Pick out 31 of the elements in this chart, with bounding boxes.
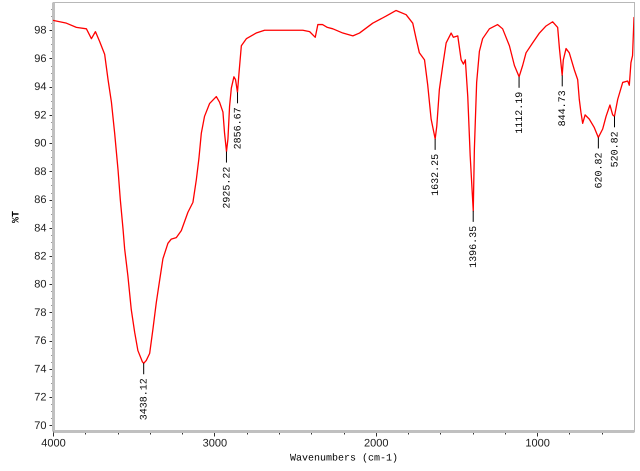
y-tick-label: 96 bbox=[34, 52, 46, 65]
y-tick-label: 98 bbox=[34, 24, 46, 37]
annotation: 1112.19 bbox=[515, 92, 526, 134]
x-tick-label: 2000 bbox=[364, 438, 389, 450]
y-tick-label: 80 bbox=[34, 278, 46, 291]
y-tick-label: 74 bbox=[34, 363, 46, 376]
y-tick-label: 76 bbox=[34, 335, 46, 348]
line-series bbox=[53, 10, 634, 364]
x-tick-label: 1000 bbox=[525, 438, 550, 450]
annotation: 1396.35 bbox=[469, 226, 480, 268]
annotation: 2925.22 bbox=[222, 166, 234, 209]
y-tick-label: 88 bbox=[34, 166, 46, 178]
annotation: 844.73 bbox=[558, 90, 570, 126]
y-tick-label: 82 bbox=[34, 250, 46, 263]
y-tick-label: 78 bbox=[34, 306, 46, 319]
y-tick-label: 94 bbox=[34, 81, 46, 94]
annotation: 520.82 bbox=[610, 131, 622, 168]
y-tick-label: 84 bbox=[34, 222, 46, 234]
x-tick-label: 4000 bbox=[41, 438, 66, 450]
y-tick-label: 92 bbox=[34, 109, 46, 122]
y-tick-label: 90 bbox=[34, 138, 46, 150]
annotation: 620.82 bbox=[594, 152, 606, 188]
y-tick-label: 86 bbox=[34, 194, 46, 206]
y-tick-label: 70 bbox=[34, 420, 46, 432]
x-axis-title: Wavenumbers (cm-1) bbox=[290, 452, 398, 464]
annotation: 1632.25 bbox=[431, 154, 442, 196]
x-tick-label: 3000 bbox=[202, 438, 228, 450]
y-tick-label: 72 bbox=[34, 392, 46, 404]
y-axis-title: %T bbox=[11, 210, 22, 224]
annotation: 3438.12 bbox=[140, 378, 151, 420]
annotation: 2856.67 bbox=[234, 107, 245, 150]
